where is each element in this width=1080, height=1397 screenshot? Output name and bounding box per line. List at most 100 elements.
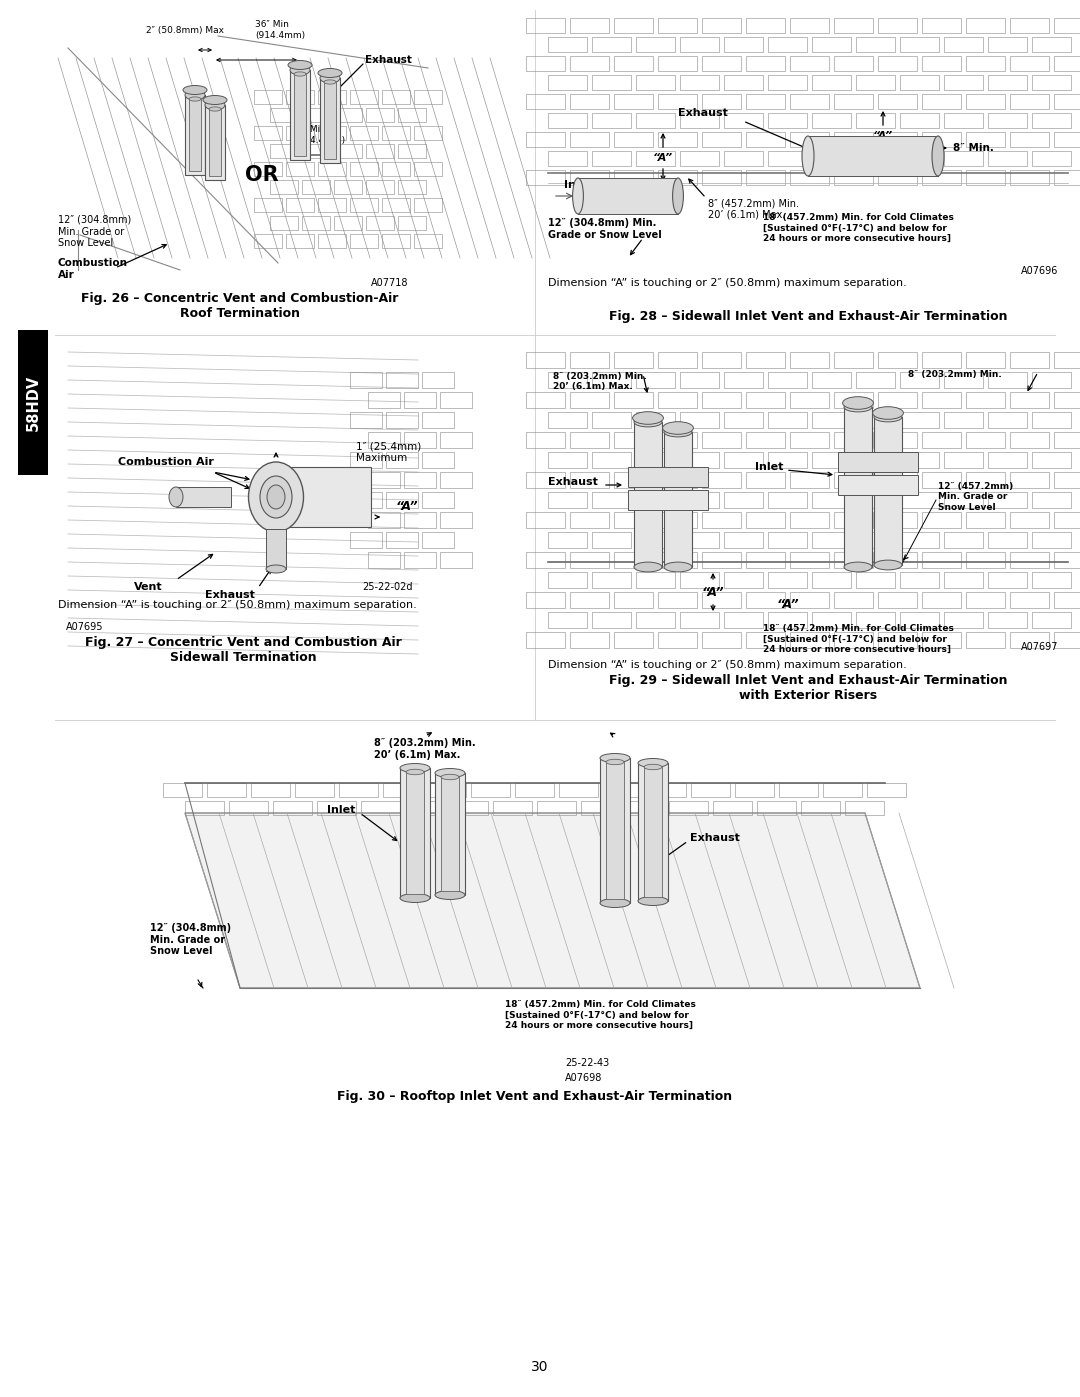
Bar xyxy=(988,571,1027,588)
Bar xyxy=(702,352,741,367)
Bar xyxy=(1054,552,1080,569)
Bar xyxy=(724,151,762,166)
Bar xyxy=(404,511,435,528)
Bar xyxy=(1010,352,1049,367)
Bar xyxy=(404,472,435,488)
Bar xyxy=(570,352,609,367)
Bar xyxy=(526,631,565,648)
Bar xyxy=(570,393,609,408)
Bar xyxy=(176,488,231,507)
Bar xyxy=(625,800,664,816)
Bar xyxy=(399,144,427,158)
Bar xyxy=(266,529,286,569)
Bar xyxy=(702,472,741,488)
Bar xyxy=(834,170,873,186)
Bar xyxy=(207,782,246,798)
Bar xyxy=(386,492,418,509)
Bar xyxy=(789,511,828,528)
Bar xyxy=(746,511,785,528)
Bar xyxy=(1054,131,1080,147)
Text: Dimension “A” is touching or 2″ (50.8mm) maximum separation.: Dimension “A” is touching or 2″ (50.8mm)… xyxy=(548,659,907,671)
Bar xyxy=(592,492,631,509)
Bar xyxy=(680,453,718,468)
Bar xyxy=(680,571,718,588)
Bar xyxy=(746,56,785,71)
Bar xyxy=(834,131,873,147)
Bar xyxy=(789,393,828,408)
Bar xyxy=(658,131,697,147)
Ellipse shape xyxy=(168,488,183,507)
Bar xyxy=(492,800,531,816)
Bar xyxy=(526,592,565,608)
Bar xyxy=(422,492,454,509)
Bar xyxy=(515,782,554,798)
Bar xyxy=(526,94,565,109)
Bar xyxy=(350,492,381,509)
Bar xyxy=(570,631,609,648)
Bar xyxy=(878,552,917,569)
Bar xyxy=(592,36,631,52)
Bar xyxy=(966,94,1004,109)
Bar xyxy=(414,126,442,141)
Bar xyxy=(636,113,675,129)
Bar xyxy=(1054,631,1080,648)
Bar xyxy=(922,592,961,608)
Ellipse shape xyxy=(664,427,692,437)
Bar xyxy=(286,126,314,141)
Bar xyxy=(548,612,586,629)
Bar xyxy=(570,170,609,186)
Ellipse shape xyxy=(843,402,872,412)
Bar xyxy=(900,75,939,91)
Bar xyxy=(702,552,741,569)
Bar xyxy=(1010,56,1049,71)
Text: 58HDV: 58HDV xyxy=(26,374,41,432)
Bar xyxy=(592,372,631,388)
Bar xyxy=(856,453,894,468)
Text: 25-22-43: 25-22-43 xyxy=(565,1058,609,1067)
Bar xyxy=(318,198,347,212)
Bar xyxy=(600,759,630,902)
Bar xyxy=(988,412,1027,427)
Bar xyxy=(834,472,873,488)
Bar xyxy=(680,492,718,509)
Bar xyxy=(441,777,459,891)
Bar xyxy=(1054,511,1080,528)
Bar xyxy=(724,571,762,588)
Bar xyxy=(440,511,472,528)
Bar xyxy=(664,432,692,567)
Text: Roof Termination: Roof Termination xyxy=(180,307,300,320)
Bar xyxy=(615,592,652,608)
Bar xyxy=(658,592,697,608)
Bar xyxy=(548,492,586,509)
Bar xyxy=(592,412,631,427)
Bar xyxy=(680,36,718,52)
Bar xyxy=(746,352,785,367)
Bar xyxy=(812,612,851,629)
Text: OR: OR xyxy=(245,165,279,184)
Ellipse shape xyxy=(248,462,303,532)
Text: “A”: “A” xyxy=(702,585,725,598)
Bar xyxy=(636,412,675,427)
Bar xyxy=(647,782,686,798)
Bar xyxy=(634,422,662,567)
Text: Dimension “A” is touching or 2″ (50.8mm) maximum separation.: Dimension “A” is touching or 2″ (50.8mm)… xyxy=(58,599,417,610)
Bar xyxy=(1010,432,1049,448)
Ellipse shape xyxy=(205,101,225,110)
Bar xyxy=(422,412,454,427)
Bar xyxy=(615,94,652,109)
Bar xyxy=(548,412,586,427)
Bar xyxy=(966,432,1004,448)
Bar xyxy=(944,412,983,427)
Bar xyxy=(1032,75,1070,91)
Bar xyxy=(834,592,873,608)
Bar xyxy=(350,412,381,427)
Bar xyxy=(366,217,394,231)
Bar xyxy=(746,170,785,186)
Bar xyxy=(1054,432,1080,448)
Bar xyxy=(318,89,347,105)
Bar xyxy=(843,407,872,567)
Bar xyxy=(713,800,752,816)
Bar xyxy=(658,631,697,648)
Bar xyxy=(548,453,586,468)
Bar xyxy=(724,612,762,629)
